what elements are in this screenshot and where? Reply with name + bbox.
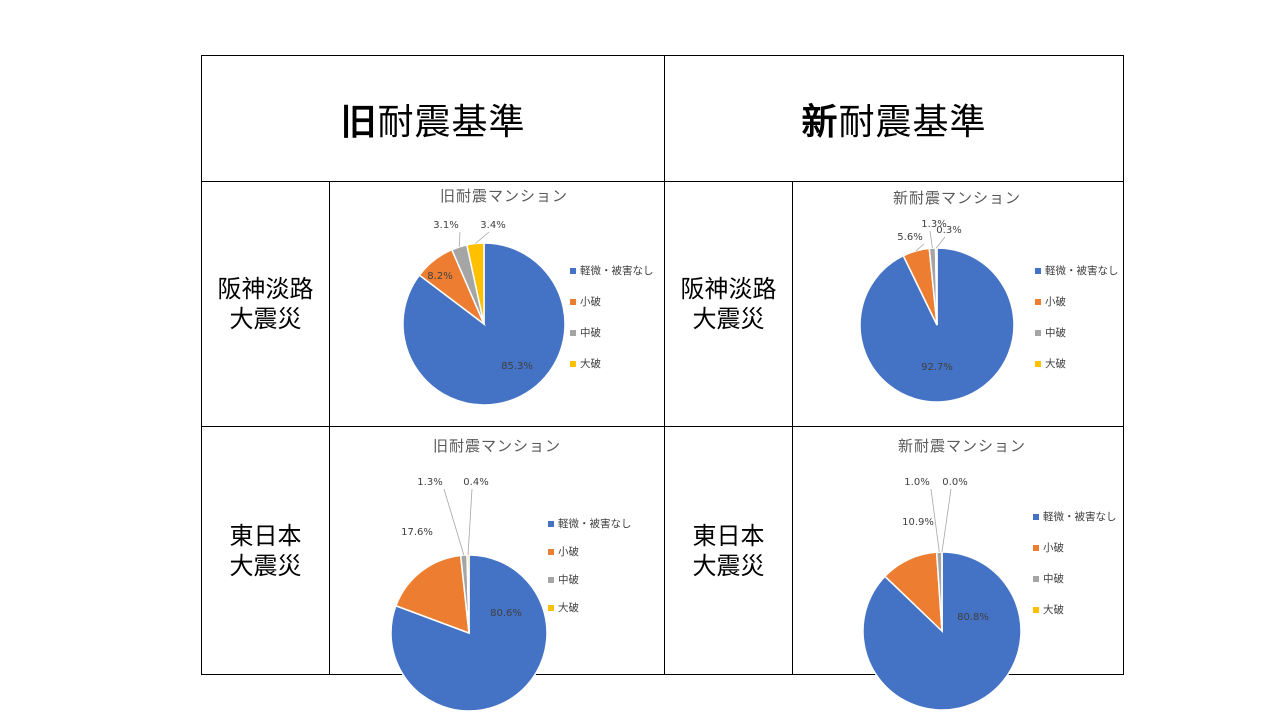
chart-cell-tohoku-new: 新耐震マンション 80.8% 10.9% 1.0% 0.0% 軽微・被害なし 小破中破大破 <box>792 426 1124 711</box>
legend-label: 中破 <box>1045 326 1067 339</box>
legend-swatch <box>1035 268 1041 274</box>
leader-line <box>458 231 461 247</box>
header-old-bold: 旧 <box>340 101 378 143</box>
data-label: 8.2% <box>427 271 452 282</box>
header-old-standard: 旧耐震基準 <box>202 93 664 145</box>
legend-label: 軽微・被害なし <box>1043 510 1117 523</box>
legend-swatch <box>1033 514 1039 520</box>
row-label-line1: 阪神淡路 <box>217 275 314 303</box>
data-label: 0.0% <box>942 477 967 488</box>
row-label-line2: 大震災 <box>229 305 302 333</box>
legend-swatch <box>570 299 576 305</box>
data-label: 1.3% <box>417 477 442 488</box>
data-label: 0.3% <box>936 225 961 236</box>
data-label: 10.9% <box>902 517 934 528</box>
header-new-bold: 新 <box>801 101 839 143</box>
legend-label: 大破 <box>1043 603 1065 616</box>
row-label-text: 阪神淡路 大震災 <box>665 274 792 334</box>
leader-line <box>941 488 952 553</box>
row-label-hanshin-new: 阪神淡路 大震災 <box>664 181 793 427</box>
legend-swatch <box>1033 545 1039 551</box>
legend-swatch <box>548 577 554 583</box>
leader-line <box>915 243 925 252</box>
row-label-tohoku-old: 東日本 大震災 <box>201 426 330 675</box>
row-label-tohoku-new: 東日本 大震災 <box>664 426 793 675</box>
data-label: 3.4% <box>480 220 505 231</box>
legend-swatch <box>570 268 576 274</box>
row-label-line1: 東日本 <box>692 521 765 550</box>
legend-label: 軽微・被害なし <box>580 264 654 277</box>
chart-title: 旧耐震マンション <box>440 187 568 205</box>
leader-line <box>443 488 465 556</box>
chart-title: 旧耐震マンション <box>433 437 561 455</box>
data-label: 1.3% <box>921 219 946 230</box>
chart-cell-tohoku-old: 旧耐震マンション 80.6% 17.6% 1.3% 0.4% 軽微・被害なし 小破中破大破 <box>329 426 665 712</box>
legend-label: 中破 <box>580 326 601 339</box>
legend-swatch <box>1033 576 1039 582</box>
legend-label: 小破 <box>1043 541 1065 554</box>
pie-slice <box>390 554 548 712</box>
legend-label: 軽微・被害なし <box>1045 264 1119 277</box>
legend-label: 中破 <box>1043 572 1065 585</box>
chart-cell-hanshin-old: 旧耐震マンション 85.3% 8.2% 3.1% 3.4% 軽微・被害なし 小破中破大破 <box>329 181 665 427</box>
legend-swatch <box>1035 361 1041 367</box>
row-label-line2: 大震災 <box>229 551 302 580</box>
pie-slice <box>466 554 470 634</box>
comparison-table: 旧耐震基準 新耐震基準 阪神淡路 大震災 旧耐震マンション 85.3% 8.2% 3.… <box>201 55 1124 712</box>
chart-cell-hanshin-new: 新耐震マンション 92.7% 5.6% 1.3% 0.3% 軽微・被害なし 小破中破大破 <box>792 181 1124 427</box>
row-label-line2: 大震災 <box>692 551 765 580</box>
row-label-line2: 大震災 <box>692 305 765 333</box>
legend-swatch <box>570 330 576 336</box>
header-new-standard: 新耐震基準 <box>665 93 1123 145</box>
legend-swatch <box>548 521 554 527</box>
data-label: 17.6% <box>401 527 433 538</box>
data-label: 1.0% <box>904 477 929 488</box>
legend-label: 小破 <box>580 295 601 308</box>
legend-label: 大破 <box>580 357 601 370</box>
chart-title: 新耐震マンション <box>898 437 1026 455</box>
header-new-standard-cell: 新耐震基準 <box>664 55 1124 182</box>
leader-line <box>475 231 490 244</box>
header-new-rest: 耐震基準 <box>838 101 987 143</box>
row-label-text: 東日本 大震災 <box>665 521 792 581</box>
legend-swatch <box>548 605 554 611</box>
row-label-hanshin-old: 阪神淡路 大震災 <box>201 181 330 427</box>
legend-label: 小破 <box>1045 295 1067 308</box>
legend-label: 大破 <box>558 601 579 614</box>
row-label-line1: 阪神淡路 <box>680 275 777 303</box>
legend-label: 小破 <box>558 545 579 558</box>
legend-label: 大破 <box>1045 357 1067 370</box>
row-label-text: 阪神淡路 大震災 <box>202 274 329 334</box>
data-label: 92.7% <box>921 362 953 373</box>
legend-swatch <box>1033 607 1039 613</box>
leader-line <box>930 488 940 553</box>
legend-label: 軽微・被害なし <box>558 517 632 530</box>
legend-label: 中破 <box>558 573 579 586</box>
data-label: 80.8% <box>957 612 989 623</box>
chart-title: 新耐震マンション <box>893 189 1021 207</box>
legend-swatch <box>570 361 576 367</box>
header-old-standard-cell: 旧耐震基準 <box>201 55 665 182</box>
row-label-text: 東日本 大震災 <box>202 521 329 581</box>
data-label: 80.6% <box>490 608 522 619</box>
legend-swatch <box>1035 330 1041 336</box>
row-label-line1: 東日本 <box>229 521 302 550</box>
leader-line <box>935 236 946 249</box>
data-label: 3.1% <box>433 220 458 231</box>
header-old-rest: 耐震基準 <box>377 101 526 143</box>
pie-slice <box>465 242 485 325</box>
legend-swatch <box>1035 299 1041 305</box>
data-label: 5.6% <box>897 232 922 243</box>
leader-line <box>467 488 473 556</box>
data-label: 0.4% <box>463 477 488 488</box>
data-label: 85.3% <box>501 361 533 372</box>
legend-swatch <box>548 549 554 555</box>
pie-slice <box>934 247 938 326</box>
pie-slice <box>394 554 470 635</box>
leader-line <box>929 230 933 249</box>
